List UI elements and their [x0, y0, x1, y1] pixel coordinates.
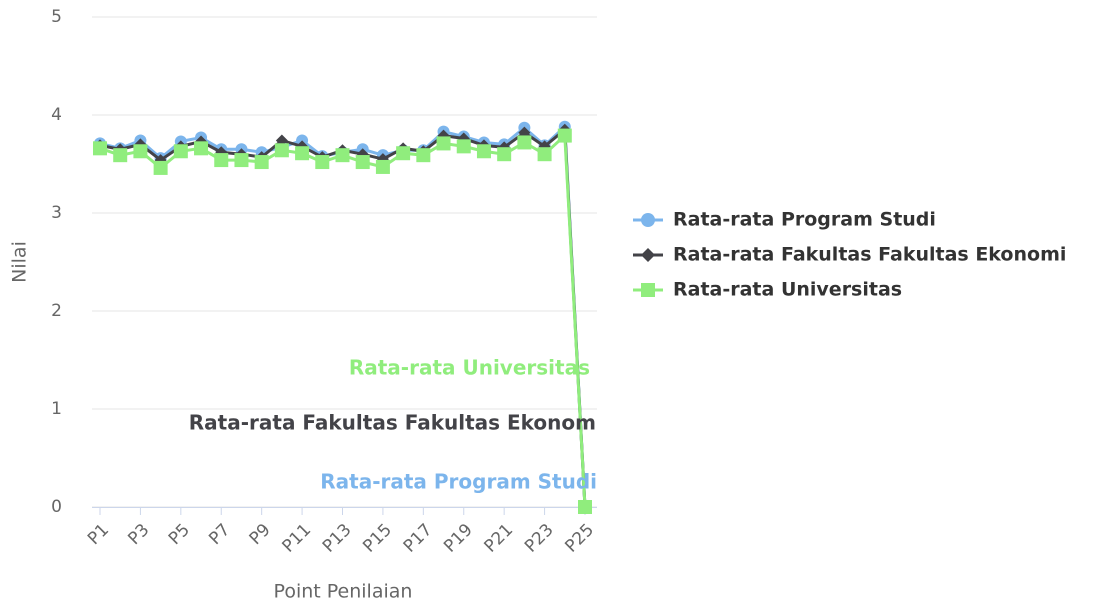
point — [375, 159, 390, 174]
x-tick-label: P9 — [246, 520, 275, 549]
point — [537, 147, 552, 162]
y-tick-label: 3 — [51, 203, 62, 223]
series-line — [99, 132, 587, 508]
point — [578, 500, 592, 514]
y-tick-label: 2 — [51, 301, 62, 321]
series-line — [99, 126, 587, 508]
point — [214, 153, 229, 168]
x-tick-label: P11 — [278, 520, 315, 557]
x-tick-label: P23 — [521, 520, 558, 557]
point — [113, 148, 128, 163]
point — [295, 146, 310, 161]
point — [173, 144, 188, 159]
point — [436, 136, 451, 151]
y-tick-label: 1 — [51, 399, 62, 419]
legend-label: Rata-rata Fakultas Fakultas Ekonomi — [673, 244, 1066, 266]
series-line — [99, 123, 587, 508]
point — [355, 155, 370, 170]
x-tick-label: P7 — [205, 520, 234, 549]
x-tick-label: P1 — [84, 520, 113, 549]
point — [194, 141, 209, 156]
x-tick-label: P5 — [165, 520, 194, 549]
x-axis-title: Point Penilaian — [274, 581, 413, 603]
annotation: Rata-rata Program Studi — [320, 470, 597, 494]
x-tick-label: P3 — [124, 520, 153, 549]
y-tick-label: 0 — [51, 497, 62, 517]
legend-symbol — [641, 283, 655, 297]
point — [517, 135, 532, 150]
x-tick-label: P13 — [319, 520, 356, 557]
point — [254, 155, 269, 170]
legend-symbol — [641, 248, 655, 262]
x-tick-label: P25 — [561, 520, 598, 557]
point — [416, 148, 431, 163]
legend-label: Rata-rata Program Studi — [673, 209, 936, 231]
annotation: Rata-rata Universitas — [349, 356, 590, 380]
annotation: Rata-rata Fakultas Fakultas Ekonom — [189, 411, 596, 435]
legend-symbol — [641, 213, 655, 227]
point — [315, 155, 330, 170]
point — [133, 144, 148, 159]
x-tick-label: P17 — [400, 520, 437, 557]
legend-label: Rata-rata Universitas — [673, 279, 902, 301]
point — [497, 147, 512, 162]
x-tick-label: P19 — [440, 520, 477, 557]
point — [456, 139, 471, 154]
point — [476, 144, 491, 159]
point — [153, 160, 168, 175]
x-tick-label: P21 — [481, 520, 518, 557]
y-tick-label: 4 — [51, 105, 62, 125]
x-tick-label: P15 — [359, 520, 396, 557]
point — [396, 146, 411, 161]
point — [335, 148, 350, 163]
y-tick-label: 5 — [51, 7, 62, 27]
point — [274, 143, 289, 158]
point — [557, 128, 572, 143]
point — [93, 141, 107, 156]
y-axis-title: Nilai — [9, 241, 31, 283]
point — [234, 153, 249, 168]
